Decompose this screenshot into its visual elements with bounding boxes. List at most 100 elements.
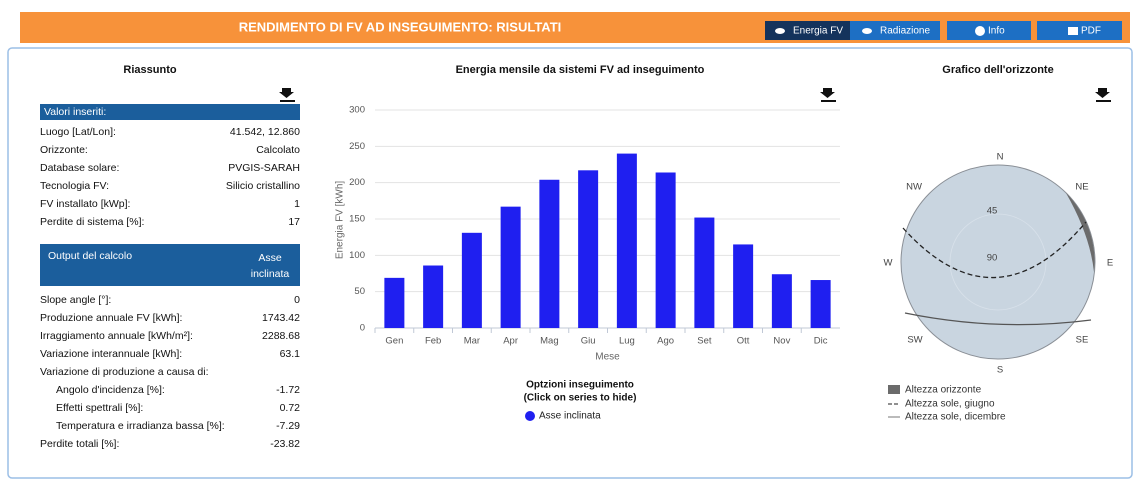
- x-axis-label: Mese: [595, 352, 620, 363]
- direction-label: SE: [1076, 335, 1089, 346]
- direction-label: W: [884, 258, 893, 269]
- ring-label: 45: [987, 206, 998, 217]
- inputs-table: Valori inseriti: Luogo [Lat/Lon]: 41.542, …: [40, 104, 300, 234]
- button-pdf[interactable]: PDF: [1037, 21, 1122, 40]
- row-value: -7.29: [276, 420, 300, 432]
- button-energia[interactable]: Energia FV: [765, 21, 850, 40]
- row-value: 0: [294, 294, 300, 306]
- download-icon[interactable]: [1095, 88, 1111, 102]
- row-label: Produzione annuale FV [kWh]:: [40, 312, 183, 324]
- bar: [771, 274, 792, 328]
- table-row: Variazione di produzione a causa di:: [40, 366, 300, 384]
- y-tick-label: 50: [354, 286, 365, 297]
- direction-label: SW: [907, 335, 922, 346]
- outputs-table: Output del calcolo Asse inclinata Slope an…: [40, 244, 300, 456]
- direction-label: NE: [1075, 182, 1088, 193]
- legend-label[interactable]: Asse inclinata: [539, 411, 601, 422]
- inputs-header: Valori inseriti:: [40, 104, 300, 120]
- row-label: Irraggiamento annuale [kWh/m²]:: [40, 330, 193, 342]
- panel-border: [7, 47, 1133, 479]
- sun-june: [902, 221, 1087, 279]
- button-label[interactable]: Info: [988, 26, 1005, 37]
- horizon-disc: [900, 164, 1096, 360]
- row-value: 63.1: [279, 348, 300, 360]
- bar: [539, 179, 560, 328]
- legend-marker[interactable]: [525, 411, 535, 421]
- button-label[interactable]: PDF: [1081, 26, 1101, 37]
- x-tick-label: Giu: [581, 336, 596, 347]
- y-tick-label: 100: [349, 250, 365, 261]
- bar: [655, 172, 676, 328]
- table-row: Effetti spettrali [%]: 0.72: [40, 402, 300, 420]
- horizon-title: Grafico dell'orizzonte: [942, 64, 1053, 76]
- button-bg[interactable]: [947, 21, 1031, 40]
- direction-label: N: [997, 152, 1004, 163]
- print-icon: [1068, 27, 1078, 35]
- y-tick-label: 250: [349, 141, 365, 152]
- table-row: Slope angle [°]: 0: [40, 294, 300, 312]
- chart-title: Energia mensile da sistemi FV ad insegui…: [456, 64, 705, 76]
- legend-label: Altezza orizzonte: [905, 385, 982, 396]
- row-value: 0.72: [279, 402, 300, 414]
- y-tick-label: 150: [349, 214, 365, 225]
- row-value: 17: [288, 216, 300, 228]
- button-info[interactable]: Info: [947, 21, 1031, 40]
- row-label: FV installato [kWp]:: [40, 198, 131, 210]
- header-title: RENDIMENTO DI FV AD INSEGUIMENTO: RISULT…: [239, 19, 562, 34]
- table-row: Tecnologia FV: Silicio cristallino: [40, 180, 300, 198]
- outputs-header: Output del calcolo Asse inclinata: [40, 244, 300, 286]
- info-icon: [975, 26, 985, 36]
- download-icon[interactable]: [820, 88, 836, 102]
- button-bg[interactable]: [1037, 21, 1122, 40]
- bar: [461, 232, 482, 328]
- row-value: Calcolato: [256, 144, 300, 156]
- button-bg[interactable]: [765, 21, 850, 40]
- row-value: -23.82: [270, 438, 300, 450]
- header-label: Output del calcolo: [48, 250, 133, 262]
- bar: [384, 277, 405, 328]
- x-tick-label: Set: [697, 336, 712, 347]
- row-label: Luogo [Lat/Lon]:: [40, 126, 116, 138]
- row-label: Variazione di produzione a causa di:: [40, 366, 209, 378]
- x-tick-label: Apr: [503, 336, 518, 347]
- summary-title: Riassunto: [123, 64, 176, 76]
- bar: [616, 153, 637, 328]
- direction-label: E: [1107, 258, 1113, 269]
- sun-december: [904, 312, 1092, 326]
- button-label[interactable]: Energia FV: [793, 26, 843, 37]
- x-tick-label: Mar: [464, 336, 480, 347]
- table-row: Irraggiamento annuale [kWh/m²]: 2288.68: [40, 330, 300, 348]
- table-row: Perdite totali [%]: -23.82: [40, 438, 300, 456]
- y-axis-label: Energia FV [kWh]: [335, 181, 346, 260]
- row-label: Orizzonte:: [40, 144, 88, 156]
- direction-label: NW: [906, 182, 922, 193]
- x-tick-label: Gen: [385, 336, 403, 347]
- button-label[interactable]: Radiazione: [880, 26, 930, 37]
- legend-label: Altezza sole, dicembre: [905, 412, 1006, 423]
- bar: [423, 265, 444, 328]
- download-icon[interactable]: [279, 88, 295, 102]
- x-tick-label: Ott: [737, 336, 750, 347]
- row-value: 1: [294, 198, 300, 210]
- x-tick-label: Nov: [773, 336, 790, 347]
- table-row: FV installato [kWp]: 1: [40, 198, 300, 216]
- row-value: PVGIS-SARAH: [228, 162, 300, 174]
- direction-label: S: [997, 365, 1003, 376]
- legend-subtitle: (Click on series to hide): [524, 393, 637, 404]
- y-tick-label: 0: [360, 323, 365, 334]
- header-bar: [20, 12, 1130, 43]
- bar: [578, 170, 599, 328]
- button-radiazione[interactable]: Radiazione: [850, 21, 940, 40]
- row-label: Slope angle [°]:: [40, 294, 112, 306]
- row-label: Perdite totali [%]:: [40, 438, 120, 450]
- legend-item[interactable]: Asse inclinata: [525, 411, 601, 422]
- x-tick-label: Lug: [619, 336, 635, 347]
- horizon-profile: [1066, 193, 1095, 272]
- table-row: Perdite di sistema [%]: 17: [40, 216, 300, 234]
- button-bg[interactable]: [850, 21, 940, 40]
- row-label: Effetti spettrali [%]:: [56, 402, 144, 414]
- bar: [500, 206, 521, 328]
- row-label: Tecnologia FV:: [40, 180, 110, 192]
- x-tick-label: Ago: [657, 336, 674, 347]
